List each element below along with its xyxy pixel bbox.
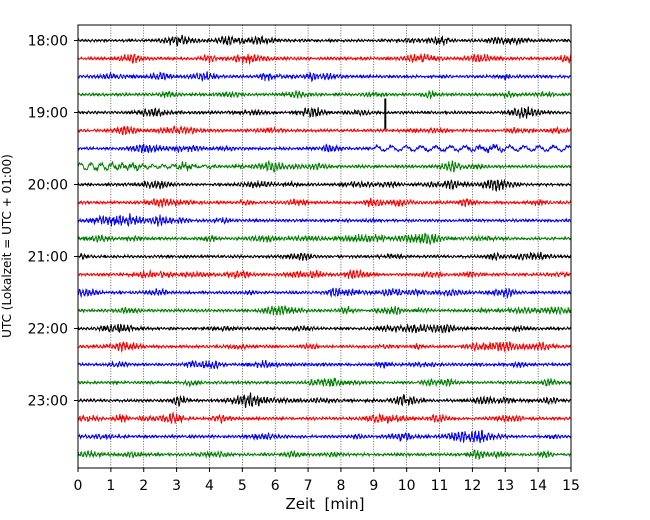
x-tick-label: 0 (74, 478, 83, 494)
seismogram-trace (77, 53, 572, 66)
plot-area-frame (77, 24, 572, 469)
y-axis-ticks: 18:00 19:00 20:00 21:00 22:00 23:00 (28, 34, 78, 410)
x-tick-label: 13 (496, 478, 514, 494)
x-tick-label: 9 (369, 478, 378, 494)
x-tick-label: 8 (336, 478, 345, 494)
seismogram-trace (77, 359, 572, 370)
grid-lines (110, 25, 539, 468)
seismogram-trace (77, 287, 572, 300)
x-tick-label: 6 (271, 478, 280, 494)
x-tick-label: 7 (304, 478, 313, 494)
x-tick-label: 12 (463, 478, 481, 494)
seismogram-trace (77, 449, 572, 461)
x-axis-ticks: 0 1 2 3 4 5 6 7 8 9 10 11 12 13 14 15 (74, 468, 580, 494)
seismogram-trace (77, 106, 572, 119)
seismogram-trace (77, 143, 572, 154)
y-tick-label: 22:00 (28, 322, 68, 338)
x-tick-label: 14 (529, 478, 547, 494)
seismogram-trace (77, 377, 572, 388)
x-tick-label: 10 (398, 478, 416, 494)
seismogram-trace (77, 340, 572, 354)
x-tick-label: 4 (205, 478, 214, 494)
seismogram-trace (77, 197, 572, 209)
seismogram-trace (77, 178, 572, 192)
y-tick-label: 19:00 (28, 106, 68, 122)
x-tick-label: 1 (106, 478, 115, 494)
seismogram-trace (77, 323, 572, 334)
y-tick-label: 23:00 (28, 394, 68, 410)
seismogram-trace (77, 268, 572, 280)
y-axis-label: UTC (Lokalzeit = UTC + 01:00) (0, 154, 14, 338)
x-tick-label: 11 (431, 478, 449, 494)
x-tick-label: 2 (139, 478, 148, 494)
seismogram-trace (77, 305, 572, 316)
seismogram-trace (77, 213, 572, 228)
seismogram-trace (78, 71, 572, 83)
x-tick-label: 3 (172, 478, 181, 494)
y-tick-label: 21:00 (28, 250, 68, 266)
seismogram-trace (77, 125, 572, 136)
seismogram-traces (77, 34, 572, 461)
seismogram-trace (77, 411, 572, 425)
seismogram-trace (77, 34, 572, 47)
seismogram-trace (77, 392, 572, 408)
y-tick-label: 20:00 (28, 178, 68, 194)
seismogram-trace (77, 159, 572, 173)
x-tick-label: 15 (562, 478, 580, 494)
x-axis-label: Zeit [min] (285, 495, 364, 513)
y-tick-label: 18:00 (28, 34, 68, 50)
seismogram-trace (77, 232, 572, 246)
seismogram-trace (77, 90, 572, 100)
seismogram-trace (77, 429, 572, 444)
seismogram-trace (77, 251, 572, 261)
x-tick-label: 5 (238, 478, 247, 494)
